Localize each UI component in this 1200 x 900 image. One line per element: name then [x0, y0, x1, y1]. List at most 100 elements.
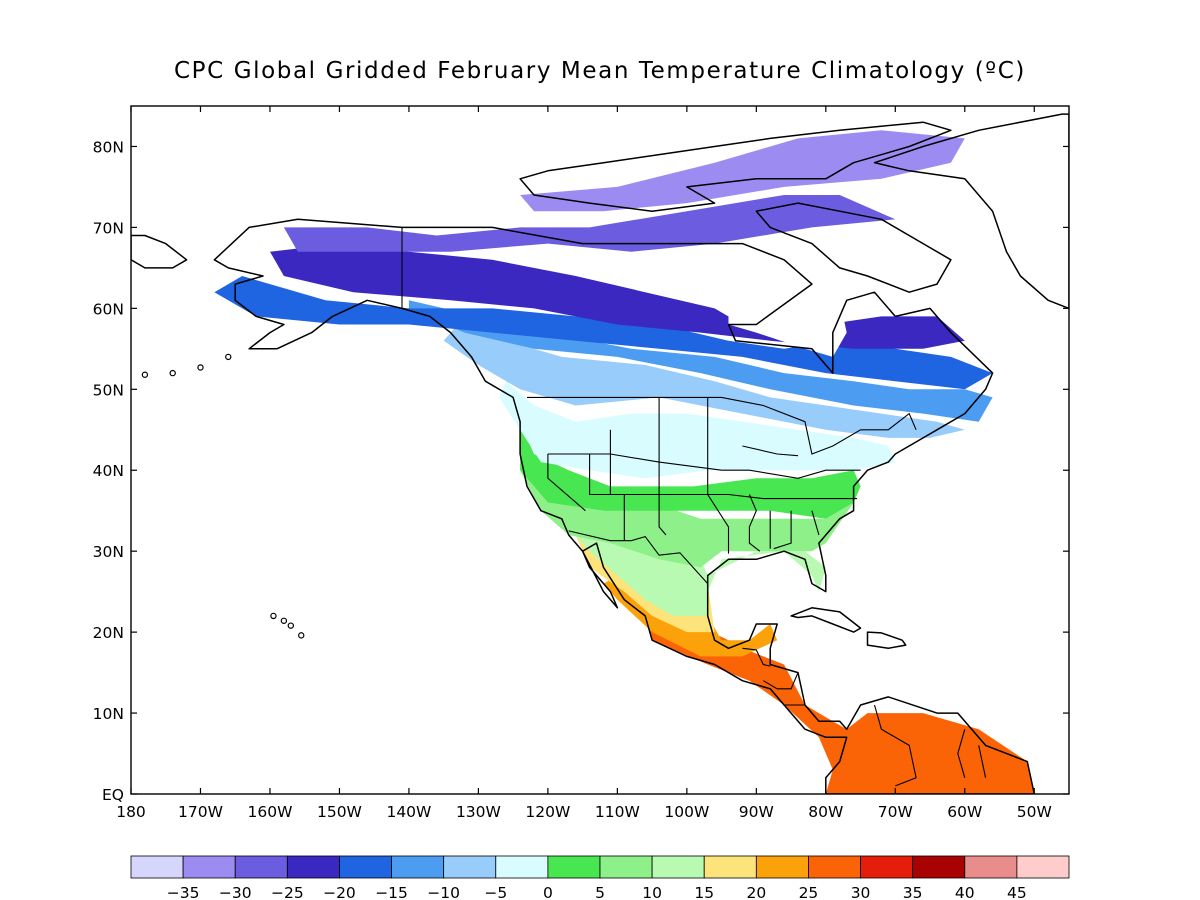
colorbar-label: 35	[903, 884, 923, 900]
lat-tick-label: 10N	[93, 705, 124, 723]
temperature-zones-group	[214, 130, 1035, 794]
island	[169, 369, 176, 377]
political-border	[568, 530, 709, 584]
colorbar-label: 0	[543, 884, 553, 900]
hudson-bay-water	[728, 276, 847, 357]
colorbar-swatch	[1016, 855, 1070, 879]
colorbar-label: 15	[694, 884, 714, 900]
colorbar-label: −20	[323, 884, 356, 900]
colorbar-swatch	[651, 855, 705, 879]
political-border	[873, 704, 917, 787]
colorbar-swatch	[443, 855, 497, 879]
temperature-zone	[443, 324, 965, 438]
colorbar-label: −15	[375, 884, 408, 900]
political-border	[978, 745, 987, 778]
colorbar-label: −10	[427, 884, 460, 900]
cuba-coastline	[790, 607, 862, 633]
colorbar-swatch	[339, 855, 392, 879]
chukotka-land	[131, 235, 187, 268]
temperature-zone	[645, 615, 1035, 794]
colorbar-label: −30	[219, 884, 252, 900]
political-border	[811, 510, 820, 536]
colorbar-swatch	[286, 855, 340, 879]
temperature-zone	[214, 276, 993, 390]
political-border	[547, 454, 586, 512]
temperature-zone	[520, 130, 965, 212]
lon-tick-label: 110W	[595, 803, 640, 821]
lon-tick-label: 160W	[248, 803, 293, 821]
colorbar-label: 30	[851, 884, 871, 900]
colorbar-swatch	[703, 855, 757, 879]
political-border	[742, 445, 799, 457]
temperature-zone	[408, 300, 993, 422]
island	[287, 622, 295, 629]
colorbar-label: 20	[746, 884, 766, 900]
colorbar-swatch	[808, 855, 861, 879]
lon-tick-label: 150W	[317, 803, 362, 821]
colorbar-swatch	[912, 855, 966, 879]
greenland-coastline	[873, 113, 1069, 310]
colorbar-label: −5	[484, 884, 507, 900]
colorbar-label: −35	[167, 884, 200, 900]
political-border	[773, 510, 792, 550]
lon-tick-label: 100W	[664, 803, 709, 821]
lon-tick-label: 70W	[878, 803, 913, 821]
cuba-land	[791, 607, 861, 633]
colorbar-label: 25	[799, 884, 819, 900]
colorbar-label: 5	[595, 884, 605, 900]
chukotka-coastline	[131, 234, 188, 269]
temperature-zone	[270, 243, 965, 349]
hispaniola-land	[867, 632, 906, 649]
colorbar-swatch	[547, 855, 601, 879]
lat-tick-label: 80N	[93, 138, 124, 156]
island	[141, 371, 149, 378]
island	[225, 353, 232, 361]
lat-tick-label: 30N	[93, 543, 124, 561]
arctic-islands-coastline	[519, 121, 952, 212]
political-border	[763, 672, 799, 690]
lon-tick-label: 180	[116, 803, 146, 821]
colorbar-swatch	[495, 855, 549, 879]
temperature-zone	[283, 195, 896, 252]
lon-tick-label: 80W	[808, 803, 843, 821]
lon-tick-label: 60W	[947, 803, 982, 821]
colorbar-swatch	[130, 855, 184, 879]
lon-tick-label: 130W	[456, 803, 501, 821]
island	[298, 632, 305, 639]
political-border	[707, 397, 730, 554]
lon-tick-label: 90W	[739, 803, 774, 821]
colorbar-swatch	[391, 855, 445, 879]
island	[197, 364, 204, 371]
lon-tick-label: 140W	[386, 803, 431, 821]
colorbar-swatch	[182, 855, 236, 879]
colorbar-label: −25	[271, 884, 304, 900]
lat-tick-label: 70N	[93, 219, 124, 237]
map-title: CPC Global Gridded February Mean Tempera…	[174, 58, 1026, 84]
north-america-coastline	[213, 218, 1036, 794]
political-border	[748, 494, 761, 552]
political-border	[589, 454, 625, 541]
colorbar-label: 45	[1007, 884, 1027, 900]
colorbar-swatch	[599, 855, 653, 879]
lat-tick-label: 60N	[93, 300, 124, 318]
baffin-island-coastline	[755, 202, 952, 293]
lat-tick-label: 50N	[93, 381, 124, 399]
lon-tick-label: 170W	[178, 803, 223, 821]
map-frame	[130, 105, 1070, 795]
lat-tick-label: 40N	[93, 462, 124, 480]
colorbar-label: 40	[955, 884, 975, 900]
hispaniola-coastline	[866, 631, 907, 650]
colorbar-swatch	[755, 855, 809, 879]
political-border	[957, 729, 966, 778]
lon-tick-label: 50W	[1017, 803, 1052, 821]
island	[280, 617, 288, 624]
political-border	[624, 493, 858, 500]
island	[270, 612, 277, 620]
coastline-group	[131, 113, 1069, 794]
political-border	[547, 453, 861, 479]
lon-tick-label: 120W	[525, 803, 570, 821]
lat-tick-label: EQ	[102, 786, 124, 804]
colorbar-swatch	[860, 855, 914, 879]
